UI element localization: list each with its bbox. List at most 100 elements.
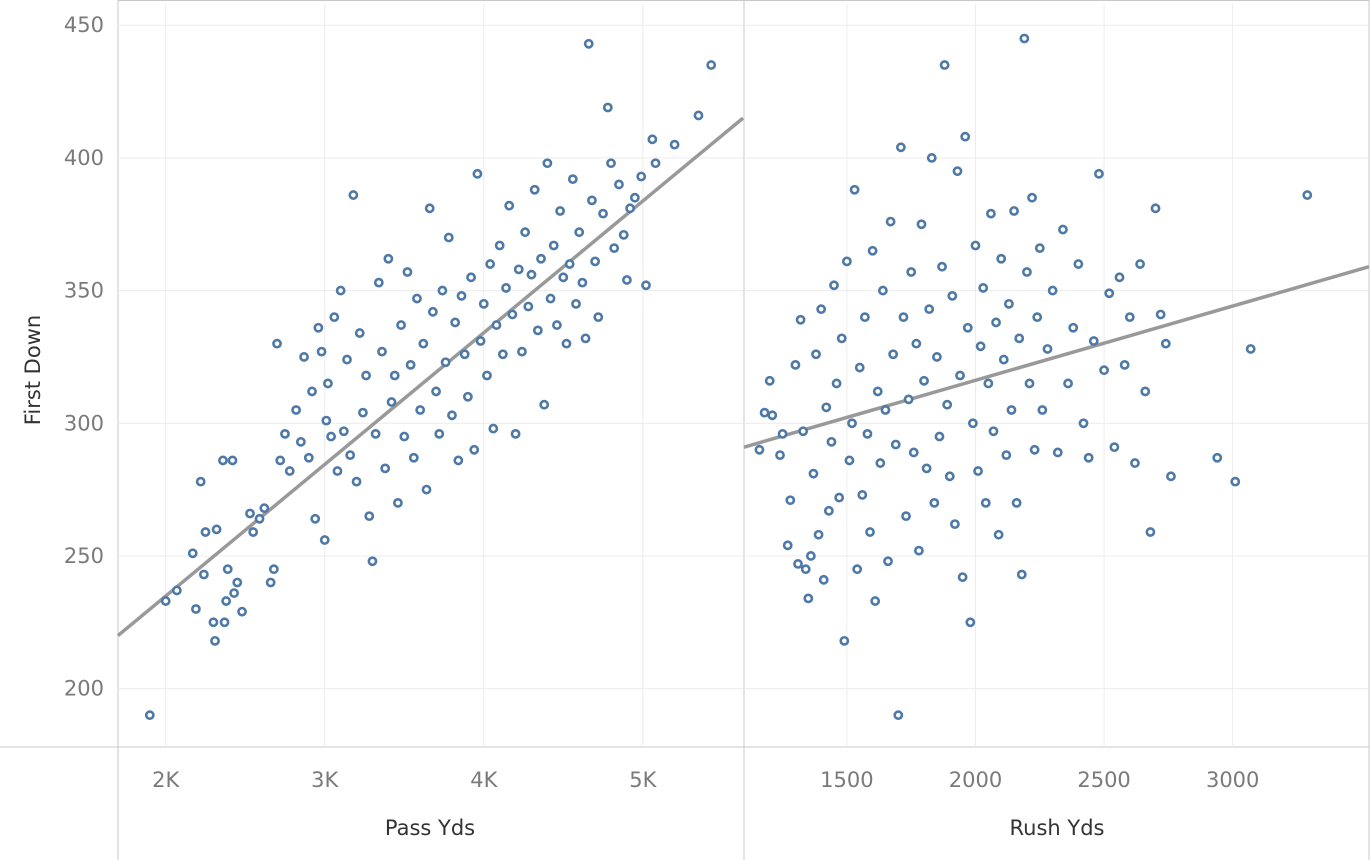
data-point bbox=[342, 354, 352, 365]
data-point bbox=[254, 513, 265, 524]
data-point bbox=[513, 264, 524, 275]
data-point bbox=[1034, 243, 1045, 254]
data-point bbox=[580, 333, 591, 344]
data-point bbox=[367, 556, 378, 567]
data-point bbox=[693, 110, 704, 121]
data-point bbox=[211, 524, 222, 535]
data-point bbox=[598, 208, 608, 219]
data-point bbox=[906, 267, 917, 277]
data-point bbox=[396, 320, 406, 330]
data-point bbox=[1009, 206, 1019, 216]
data-point bbox=[775, 450, 785, 461]
rush-yds-x-ticks: 1500 2000 2500 3000 bbox=[820, 768, 1259, 792]
data-point bbox=[957, 572, 968, 583]
data-point bbox=[332, 466, 343, 476]
data-point bbox=[854, 362, 865, 373]
data-point bbox=[593, 312, 604, 323]
data-point bbox=[259, 503, 270, 514]
data-point bbox=[1037, 405, 1048, 415]
data-point bbox=[618, 229, 629, 240]
data-point bbox=[529, 184, 540, 195]
data-point bbox=[916, 219, 927, 230]
data-point bbox=[908, 447, 919, 458]
data-point bbox=[295, 436, 306, 447]
rush-yds-panel: 1500 2000 2500 3000 Rush Yds bbox=[743, 4, 1370, 840]
data-point bbox=[921, 463, 932, 474]
y-tick-label: 200 bbox=[64, 677, 104, 701]
data-point bbox=[590, 256, 600, 267]
data-point bbox=[669, 139, 680, 150]
data-point bbox=[898, 312, 909, 323]
data-point bbox=[191, 604, 201, 614]
x-tick-label: 1500 bbox=[820, 768, 873, 792]
data-point bbox=[265, 577, 276, 588]
data-point bbox=[291, 405, 302, 415]
data-point bbox=[1052, 447, 1063, 458]
data-point bbox=[335, 285, 346, 296]
data-point bbox=[636, 171, 647, 182]
data-point bbox=[1024, 378, 1035, 389]
data-point bbox=[782, 540, 793, 551]
data-point bbox=[808, 468, 819, 479]
data-point bbox=[307, 386, 317, 397]
y-tick-label: 250 bbox=[64, 544, 104, 568]
data-point bbox=[227, 455, 238, 466]
data-point bbox=[456, 290, 467, 301]
data-point bbox=[839, 635, 850, 646]
data-point bbox=[469, 444, 480, 455]
data-point bbox=[857, 490, 868, 500]
data-point bbox=[450, 317, 461, 328]
first-down-y-ticks: 200 250 300 350 400 450 bbox=[64, 13, 104, 700]
data-point bbox=[587, 195, 597, 206]
y-tick-label: 300 bbox=[64, 411, 104, 435]
data-point bbox=[1119, 359, 1130, 370]
data-point bbox=[988, 426, 999, 437]
data-point bbox=[1083, 452, 1094, 463]
data-point bbox=[968, 418, 978, 429]
data-point bbox=[1022, 267, 1032, 277]
data-point bbox=[520, 227, 531, 238]
data-point bbox=[818, 574, 829, 585]
data-point bbox=[482, 370, 492, 381]
data-point bbox=[459, 349, 470, 360]
data-point bbox=[1032, 312, 1043, 323]
data-point bbox=[345, 450, 356, 461]
data-point bbox=[574, 227, 585, 238]
data-point bbox=[973, 466, 983, 476]
data-point bbox=[1130, 458, 1140, 468]
data-point bbox=[1135, 259, 1145, 269]
data-point bbox=[453, 455, 464, 466]
data-point bbox=[641, 280, 651, 291]
data-point bbox=[934, 431, 945, 442]
data-point bbox=[870, 596, 881, 606]
data-point bbox=[767, 410, 778, 421]
data-point bbox=[421, 484, 432, 495]
pass-yds-x-axis-title: Pass Yds bbox=[385, 816, 475, 840]
data-point bbox=[614, 179, 624, 190]
data-point bbox=[532, 325, 543, 336]
data-point bbox=[386, 397, 397, 407]
data-point bbox=[1114, 272, 1125, 283]
data-point bbox=[200, 527, 211, 537]
data-point bbox=[980, 497, 991, 508]
pass-yds-panel: 2K 3K 4K 5K Pass Yds bbox=[116, 4, 745, 840]
data-point bbox=[222, 564, 233, 575]
data-point bbox=[1099, 365, 1109, 376]
data-point bbox=[577, 277, 588, 288]
data-point bbox=[245, 508, 255, 519]
data-point bbox=[392, 497, 403, 508]
data-point bbox=[303, 452, 314, 463]
data-point bbox=[571, 298, 581, 309]
data-point bbox=[983, 378, 994, 389]
x-tick-label: 3000 bbox=[1206, 768, 1259, 792]
data-point bbox=[911, 338, 922, 349]
data-point bbox=[299, 352, 309, 362]
rush-yds-gridlines bbox=[744, 4, 1369, 747]
data-point bbox=[924, 304, 935, 315]
data-point bbox=[478, 298, 489, 309]
data-point bbox=[859, 312, 870, 323]
data-point bbox=[210, 635, 220, 646]
data-point bbox=[329, 312, 340, 323]
data-point bbox=[229, 588, 239, 598]
